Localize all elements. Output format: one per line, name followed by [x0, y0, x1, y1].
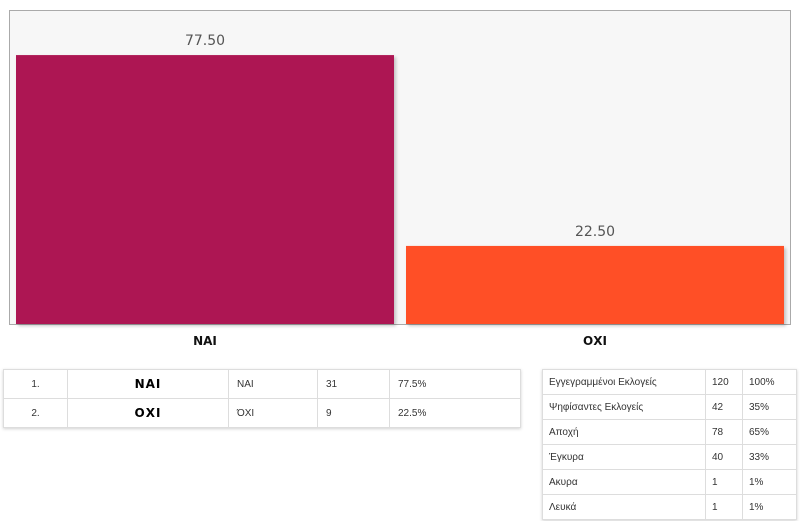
rank-cell: 2.: [3, 398, 68, 428]
stat-label: Ψηφίσαντες Εκλογείς: [542, 394, 706, 420]
stats-row: Εγγεγραμμένοι Εκλογείς 120 100%: [542, 369, 797, 395]
bar-value-label: 22.50: [575, 224, 615, 240]
stat-percent: 1%: [742, 494, 797, 520]
stat-count: 78: [705, 419, 743, 445]
stat-count: 42: [705, 394, 743, 420]
stat-percent: 1%: [742, 469, 797, 495]
stat-label: Ακυρα: [542, 469, 706, 495]
table-row: 1. ΝΑΙ ΝΑΙ 31 77.5%: [3, 369, 521, 399]
stats-table: Εγγεγραμμένοι Εκλογείς 120 100% Ψηφίσαντ…: [542, 369, 797, 520]
vote-percent: 77.5%: [389, 369, 521, 399]
stat-label: Έγκυρα: [542, 444, 706, 470]
stats-row: Αποχή 78 65%: [542, 419, 797, 445]
option-name: ΌΧΙ: [228, 398, 318, 428]
stat-percent: 100%: [742, 369, 797, 395]
results-table: 1. ΝΑΙ ΝΑΙ 31 77.5% 2. ΟΧΙ ΌΧΙ 9 22.5%: [3, 369, 521, 428]
stat-percent: 33%: [742, 444, 797, 470]
bar-1: [16, 55, 394, 324]
stats-row: Ακυρα 1 1%: [542, 469, 797, 495]
bar-chart: 77.50 ΝΑΙ 22.50 ΟΧΙ: [9, 10, 791, 348]
stat-count: 1: [705, 494, 743, 520]
party-logo-text: ΟΧΙ: [132, 405, 164, 421]
bar-value-label: 77.50: [185, 33, 225, 49]
stat-label: Εγγεγραμμένοι Εκλογείς: [542, 369, 706, 395]
stat-label: Λευκά: [542, 494, 706, 520]
category-label: ΝΑΙ: [193, 334, 217, 348]
stats-row: Ψηφίσαντες Εκλογείς 42 35%: [542, 394, 797, 420]
stat-count: 1: [705, 469, 743, 495]
stats-row: Έγκυρα 40 33%: [542, 444, 797, 470]
stat-count: 120: [705, 369, 743, 395]
party-logo-text: ΝΑΙ: [132, 376, 164, 392]
category-label: ΟΧΙ: [583, 334, 607, 348]
vote-count: 31: [317, 369, 390, 399]
party-logo: ΝΑΙ: [67, 369, 229, 399]
bar-2: [406, 245, 784, 324]
option-name: ΝΑΙ: [228, 369, 318, 399]
stat-count: 40: [705, 444, 743, 470]
stats-row: Λευκά 1 1%: [542, 494, 797, 520]
stat-label: Αποχή: [542, 419, 706, 445]
rank-cell: 1.: [3, 369, 68, 399]
vote-percent: 22.5%: [389, 398, 521, 428]
stat-percent: 65%: [742, 419, 797, 445]
table-row: 2. ΟΧΙ ΌΧΙ 9 22.5%: [3, 398, 521, 428]
vote-count: 9: [317, 398, 390, 428]
stat-percent: 35%: [742, 394, 797, 420]
party-logo: ΟΧΙ: [67, 398, 229, 428]
